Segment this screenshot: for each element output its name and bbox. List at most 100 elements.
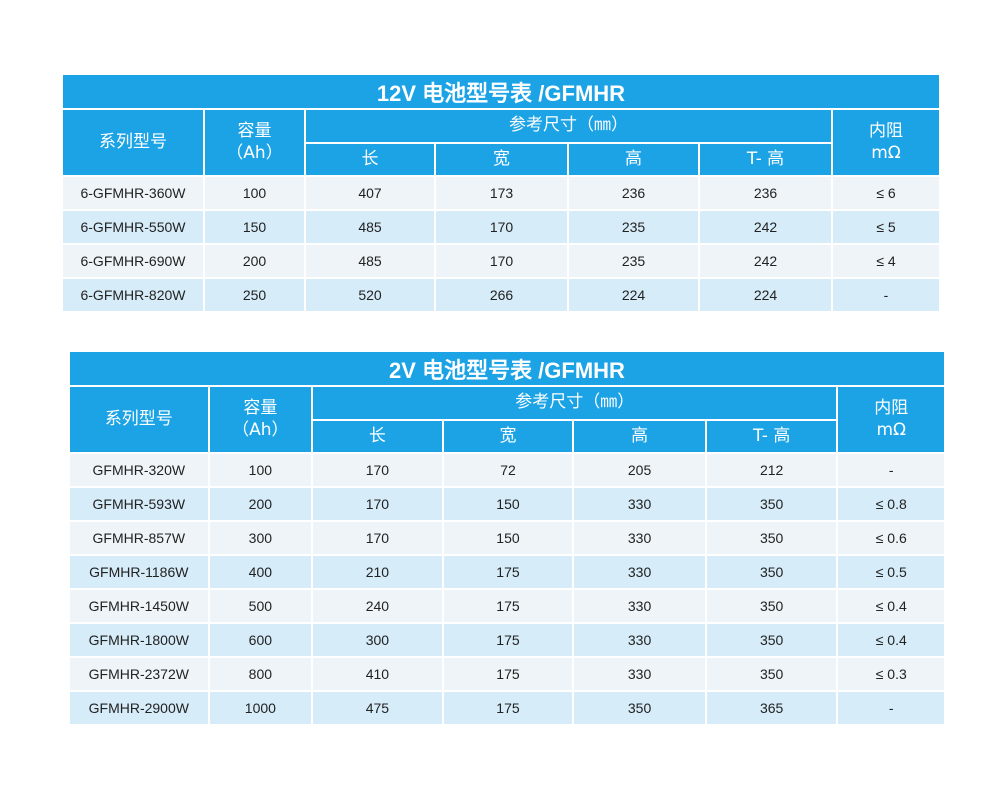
cell-resistance: ≤ 0.5 xyxy=(838,556,944,588)
header-dimensions: 参考尺寸（㎜） xyxy=(313,387,837,419)
header-resistance: 内阻 mΩ xyxy=(838,387,944,452)
table-row: GFMHR-857W 300 170 150 330 350 ≤ 0.6 xyxy=(70,522,944,554)
cell-capacity: 200 xyxy=(209,488,312,520)
cell-height: 224 xyxy=(569,279,698,311)
cell-capacity: 600 xyxy=(209,624,312,656)
header-width: 宽 xyxy=(436,144,567,175)
cell-model: GFMHR-1186W xyxy=(70,556,208,588)
cell-height: 330 xyxy=(574,522,705,554)
cell-t-height: 350 xyxy=(706,522,837,554)
cell-width: 150 xyxy=(443,488,573,520)
cell-resistance: - xyxy=(838,454,944,486)
table-title: 12V 电池型号表 /GFMHR xyxy=(63,75,939,108)
cell-capacity: 100 xyxy=(205,177,304,209)
cell-height: 330 xyxy=(574,556,705,588)
cell-width: 170 xyxy=(436,211,567,243)
cell-capacity: 1000 xyxy=(209,692,312,724)
cell-height: 235 xyxy=(569,211,698,243)
cell-resistance: ≤ 4 xyxy=(833,245,939,277)
cell-resistance: - xyxy=(833,279,939,311)
cell-model: GFMHR-320W xyxy=(70,454,208,486)
cell-resistance: ≤ 0.3 xyxy=(838,658,944,690)
battery-table-12v: 12V 电池型号表 /GFMHR 系列型号 容量 （Ah） 参考尺寸（㎜） 内阻… xyxy=(61,73,941,313)
header-t-height: T- 高 xyxy=(706,421,837,452)
cell-length: 240 xyxy=(313,590,442,622)
cell-t-height: 350 xyxy=(706,590,837,622)
cell-resistance: ≤ 0.8 xyxy=(838,488,944,520)
cell-length: 410 xyxy=(313,658,442,690)
cell-model: GFMHR-1450W xyxy=(70,590,208,622)
table-row: GFMHR-2372W 800 410 175 330 350 ≤ 0.3 xyxy=(70,658,944,690)
cell-resistance: ≤ 0.6 xyxy=(838,522,944,554)
cell-model: 6-GFMHR-690W xyxy=(63,245,203,277)
cell-model: GFMHR-2372W xyxy=(70,658,208,690)
cell-height: 330 xyxy=(574,488,705,520)
table-row: GFMHR-1800W 600 300 175 330 350 ≤ 0.4 xyxy=(70,624,944,656)
cell-width: 150 xyxy=(443,522,573,554)
cell-width: 175 xyxy=(443,692,573,724)
cell-resistance: ≤ 6 xyxy=(833,177,939,209)
header-dimensions: 参考尺寸（㎜） xyxy=(306,110,831,142)
cell-resistance: - xyxy=(838,692,944,724)
cell-capacity: 800 xyxy=(209,658,312,690)
cell-height: 205 xyxy=(574,454,705,486)
header-width: 宽 xyxy=(443,421,573,452)
table-row: 6-GFMHR-820W 250 520 266 224 224- xyxy=(63,279,939,311)
cell-t-height: 350 xyxy=(706,488,837,520)
header-height: 高 xyxy=(574,421,705,452)
table-row: 6-GFMHR-360W 100 407 173 236 236 ≤ 6 xyxy=(63,177,939,209)
cell-capacity: 300 xyxy=(209,522,312,554)
cell-width: 175 xyxy=(443,624,573,656)
cell-width: 170 xyxy=(436,245,567,277)
cell-width: 173 xyxy=(436,177,567,209)
cell-length: 300 xyxy=(313,624,442,656)
cell-length: 170 xyxy=(313,522,442,554)
cell-capacity: 200 xyxy=(205,245,304,277)
cell-model: 6-GFMHR-820W xyxy=(63,279,203,311)
header-resistance: 内阻 mΩ xyxy=(833,110,939,175)
cell-length: 475 xyxy=(313,692,442,724)
cell-resistance: ≤ 0.4 xyxy=(838,624,944,656)
cell-length: 170 xyxy=(313,488,442,520)
cell-t-height: 365 xyxy=(706,692,837,724)
cell-height: 235 xyxy=(569,245,698,277)
header-model: 系列型号 xyxy=(70,387,208,452)
table-row: 6-GFMHR-690W 200 485 170 235 242 ≤ 4 xyxy=(63,245,939,277)
header-resistance-label: 内阻 xyxy=(869,121,903,142)
cell-t-height: 242 xyxy=(700,245,831,277)
table-row: GFMHR-2900W 1000 475 175 350 365- xyxy=(70,692,944,724)
cell-width: 175 xyxy=(443,658,573,690)
cell-model: 6-GFMHR-550W xyxy=(63,211,203,243)
table-title: 2V 电池型号表 /GFMHR xyxy=(70,352,944,385)
header-capacity-label: 容量 xyxy=(243,398,278,419)
table-row: GFMHR-320W 100 170 72 205 212- xyxy=(70,454,944,486)
cell-height: 330 xyxy=(574,590,705,622)
cell-t-height: 350 xyxy=(706,556,837,588)
header-t-height: T- 高 xyxy=(700,144,831,175)
cell-capacity: 150 xyxy=(205,211,304,243)
table-row: GFMHR-593W 200 170 150 330 350 ≤ 0.8 xyxy=(70,488,944,520)
header-length: 长 xyxy=(313,421,442,452)
header-capacity: 容量 （Ah） xyxy=(209,387,312,452)
cell-capacity: 100 xyxy=(209,454,312,486)
cell-capacity: 400 xyxy=(209,556,312,588)
cell-length: 407 xyxy=(306,177,434,209)
cell-model: GFMHR-593W xyxy=(70,488,208,520)
table-row: GFMHR-1450W 500 240 175 330 350 ≤ 0.4 xyxy=(70,590,944,622)
cell-t-height: 212 xyxy=(706,454,837,486)
cell-height: 330 xyxy=(574,658,705,690)
header-capacity-unit: （Ah） xyxy=(232,419,289,440)
header-resistance-unit: mΩ xyxy=(871,142,901,163)
cell-length: 485 xyxy=(306,211,434,243)
cell-model: 6-GFMHR-360W xyxy=(63,177,203,209)
cell-width: 175 xyxy=(443,590,573,622)
header-height: 高 xyxy=(569,144,698,175)
cell-height: 350 xyxy=(574,692,705,724)
cell-t-height: 242 xyxy=(700,211,831,243)
cell-capacity: 500 xyxy=(209,590,312,622)
cell-length: 170 xyxy=(313,454,442,486)
header-capacity-unit: （Ah） xyxy=(226,142,283,163)
cell-t-height: 350 xyxy=(706,624,837,656)
header-model: 系列型号 xyxy=(63,110,203,175)
header-capacity-label: 容量 xyxy=(237,121,272,142)
